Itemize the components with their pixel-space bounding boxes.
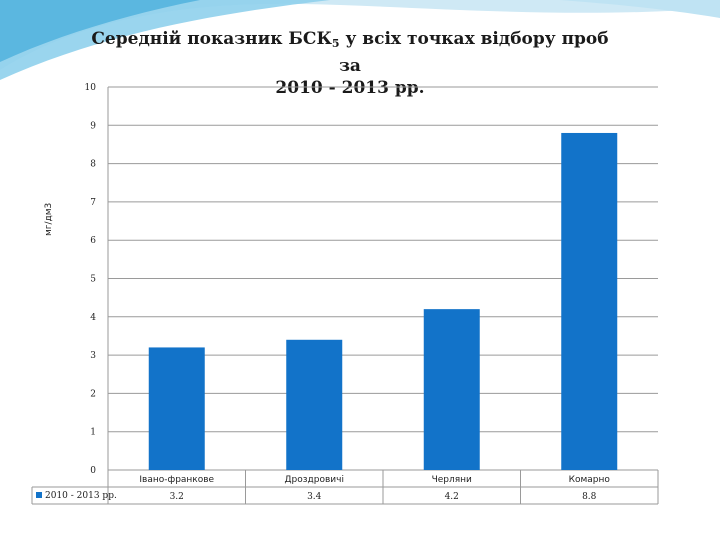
- bar: [148, 347, 205, 470]
- bar: [286, 339, 343, 470]
- bar: [423, 309, 480, 470]
- y-tick-label: 8: [90, 160, 96, 170]
- y-tick-label: 10: [85, 83, 97, 93]
- data-label: 3.2: [170, 492, 184, 502]
- x-tick-label: Дрозд​ровичі: [285, 475, 344, 485]
- x-tick-label: Комарно: [569, 475, 611, 485]
- x-tick-label: Івано-франкове: [139, 475, 214, 485]
- y-tick-label: 2: [90, 389, 96, 399]
- legend-label: 2010 - 2013 рр.: [45, 491, 117, 501]
- data-label: 4.2: [445, 492, 459, 502]
- bar: [561, 132, 618, 470]
- x-tick-label: Черляни: [432, 475, 472, 485]
- y-tick-label: 1: [90, 428, 96, 438]
- y-tick-label: 0: [90, 466, 96, 476]
- y-tick-label: 4: [90, 313, 96, 323]
- y-tick-label: 3: [90, 351, 96, 361]
- y-tick-label: 6: [90, 236, 96, 246]
- y-tick-label: 7: [90, 198, 96, 208]
- legend-swatch: [36, 492, 42, 498]
- data-label: 8.8: [582, 492, 597, 502]
- chart-title: Середній показник БСК5 у всіх точках від…: [91, 29, 609, 98]
- data-label: 3.4: [307, 492, 322, 502]
- y-tick-label: 9: [90, 121, 96, 131]
- y-tick-label: 5: [90, 275, 96, 285]
